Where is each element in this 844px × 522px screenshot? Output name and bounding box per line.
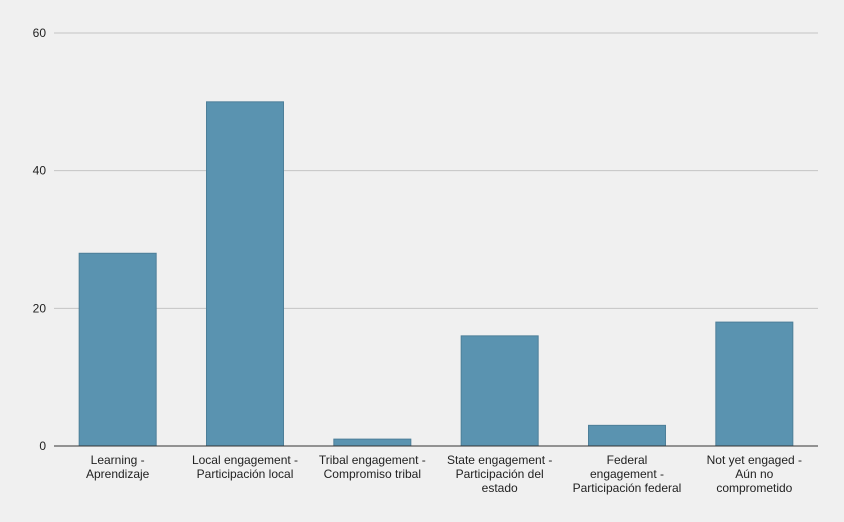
x-category-label: State engagement -Participación del estad… (447, 453, 552, 495)
x-category-label-line: Participación del (456, 467, 544, 481)
x-category-label-line: Aún no (735, 467, 773, 481)
bars (78, 101, 794, 447)
x-category-label-line: Not yet engaged - (707, 453, 802, 467)
bar (78, 252, 157, 447)
y-tick-label: 20 (33, 301, 47, 315)
x-category-label-line: Participación federal (573, 481, 682, 495)
bar (206, 101, 284, 447)
bar (715, 321, 794, 447)
x-category-label: Learning -Aprendizaje (86, 453, 150, 481)
x-category-label-line: State engagement - (447, 453, 552, 467)
x-category-label-line: engagement - (590, 467, 664, 481)
x-category-label-line: Compromiso tribal (324, 467, 421, 481)
x-category-label: Not yet engaged -Aún no comprometido (707, 453, 802, 495)
bar (333, 438, 412, 447)
x-category-label: Local engagement -Participación local (192, 453, 298, 481)
y-tick-label: 40 (33, 164, 47, 178)
bar (460, 335, 539, 447)
x-category-label: Tribal engagement -Compromiso tribal (319, 453, 426, 481)
y-tick-label: 60 (33, 26, 47, 40)
x-category-label: Federal engagement -Participación federal (573, 453, 682, 495)
bar (588, 424, 666, 447)
x-category-label-line: Federal (607, 453, 648, 467)
x-category-label-line: Participación local (197, 467, 294, 481)
x-category-label-line: Local engagement - (192, 453, 298, 467)
x-category-label-line: Tribal engagement - (319, 453, 426, 467)
x-category-label-line: estado (482, 481, 518, 495)
y-axis-ticks: 0 20 40 60 (33, 26, 47, 453)
gridlines (54, 32, 818, 309)
y-tick-label: 0 (39, 439, 46, 453)
x-category-label-line: Aprendizaje (86, 467, 150, 481)
x-category-label-line: comprometido (716, 481, 792, 495)
x-category-label-line: Learning - (91, 453, 145, 467)
